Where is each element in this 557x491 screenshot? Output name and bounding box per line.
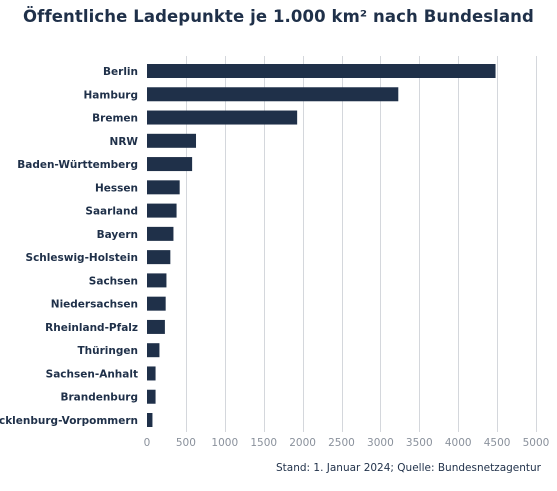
category-label: Hessen bbox=[95, 182, 138, 194]
category-label: NRW bbox=[110, 136, 139, 148]
bar-nrw bbox=[147, 133, 197, 148]
category-label: Baden-Württemberg bbox=[17, 159, 138, 171]
x-tick-label: 500 bbox=[176, 437, 196, 449]
x-tick-label: 5000 bbox=[523, 437, 550, 449]
x-tick-label: 3000 bbox=[367, 437, 394, 449]
bar-saarland bbox=[147, 203, 177, 218]
category-label: Sachsen-Anhalt bbox=[46, 368, 138, 380]
chart-title: Öffentliche Ladepunkte je 1.000 km² nach… bbox=[23, 7, 534, 26]
category-label: Sachsen bbox=[89, 275, 138, 287]
category-label: Saarland bbox=[85, 206, 138, 218]
x-tick-label: 0 bbox=[144, 437, 151, 449]
bar-sachsen bbox=[147, 273, 167, 288]
x-tick-label: 2500 bbox=[328, 437, 355, 449]
bar-hessen bbox=[147, 180, 180, 195]
bar-rheinland-pfalz bbox=[147, 319, 165, 334]
category-label: Berlin bbox=[103, 66, 138, 78]
x-tick-label: 4000 bbox=[445, 437, 472, 449]
x-tick-label: 2000 bbox=[289, 437, 316, 449]
bar-schleswig-holstein bbox=[147, 250, 171, 265]
bar-baden-württemberg bbox=[147, 157, 193, 172]
category-label: Thüringen bbox=[78, 345, 138, 357]
bar-mecklenburg-vorpommern bbox=[147, 413, 153, 427]
category-label: Bremen bbox=[92, 113, 138, 125]
x-tick-label: 1000 bbox=[211, 437, 238, 449]
bar-sachsen-anhalt bbox=[147, 366, 156, 381]
x-tick-label: 3500 bbox=[406, 437, 433, 449]
category-label: Schleswig-Holstein bbox=[26, 252, 138, 264]
x-tick-label: 1500 bbox=[250, 437, 277, 449]
category-label: Hamburg bbox=[84, 89, 139, 101]
bar-niedersachsen bbox=[147, 296, 166, 311]
bar-bayern bbox=[147, 226, 174, 241]
bar-thüringen bbox=[147, 343, 160, 358]
category-label: Bayern bbox=[97, 229, 138, 241]
category-label: Niedersachsen bbox=[51, 299, 138, 311]
category-label: Brandenburg bbox=[60, 392, 138, 404]
category-label: Mecklenburg-Vorpommern bbox=[0, 415, 138, 427]
bar-brandenburg bbox=[147, 389, 156, 404]
category-label: Rheinland-Pfalz bbox=[45, 322, 138, 334]
source-note: Stand: 1. Januar 2024; Quelle: Bundesnet… bbox=[276, 462, 541, 474]
bar-berlin bbox=[147, 64, 496, 78]
bar-hamburg bbox=[147, 87, 399, 102]
x-tick-label: 4500 bbox=[484, 437, 511, 449]
bar-bremen bbox=[147, 110, 298, 125]
